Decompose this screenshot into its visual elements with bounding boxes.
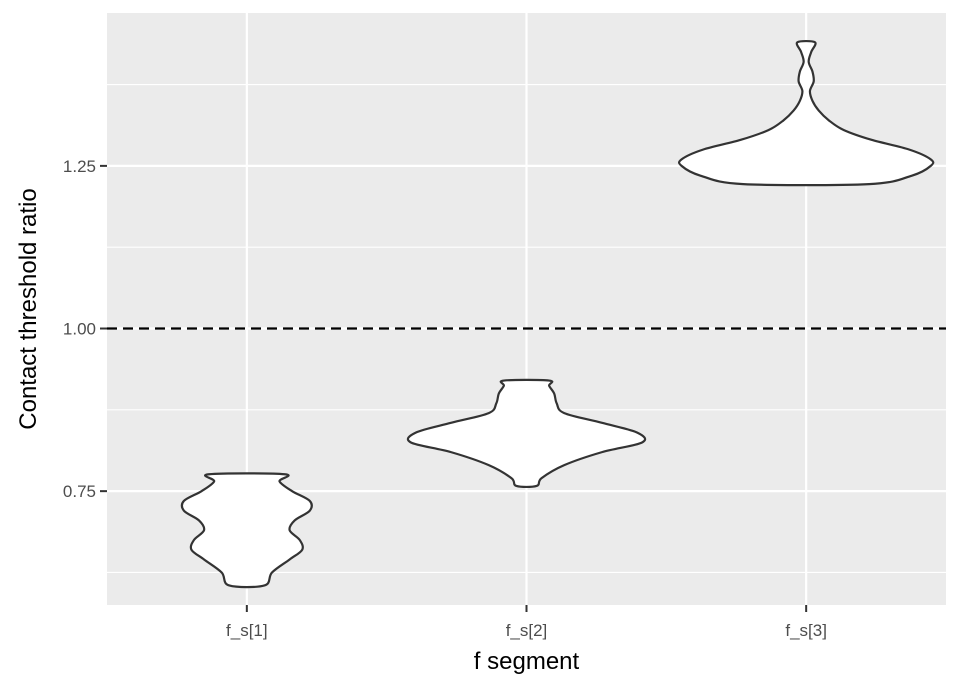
x-axis: f_s[1] f_s[2] f_s[3] [226, 605, 827, 640]
violin-2 [406, 378, 647, 489]
x-tick-label: f_s[2] [506, 621, 548, 640]
violin-1 [180, 472, 313, 589]
x-tick-label: f_s[1] [226, 621, 268, 640]
x-axis-title: f segment [474, 648, 580, 675]
violins [180, 39, 935, 589]
violin-3 [677, 39, 935, 187]
y-tick-label: 0.75 [63, 482, 96, 501]
y-axis-title: Contact threshold ratio [15, 188, 42, 429]
y-tick-label: 1.25 [63, 157, 96, 176]
y-axis: 0.75 1.00 1.25 [63, 157, 107, 501]
y-tick-label: 1.00 [63, 320, 96, 339]
x-tick-label: f_s[3] [785, 621, 827, 640]
